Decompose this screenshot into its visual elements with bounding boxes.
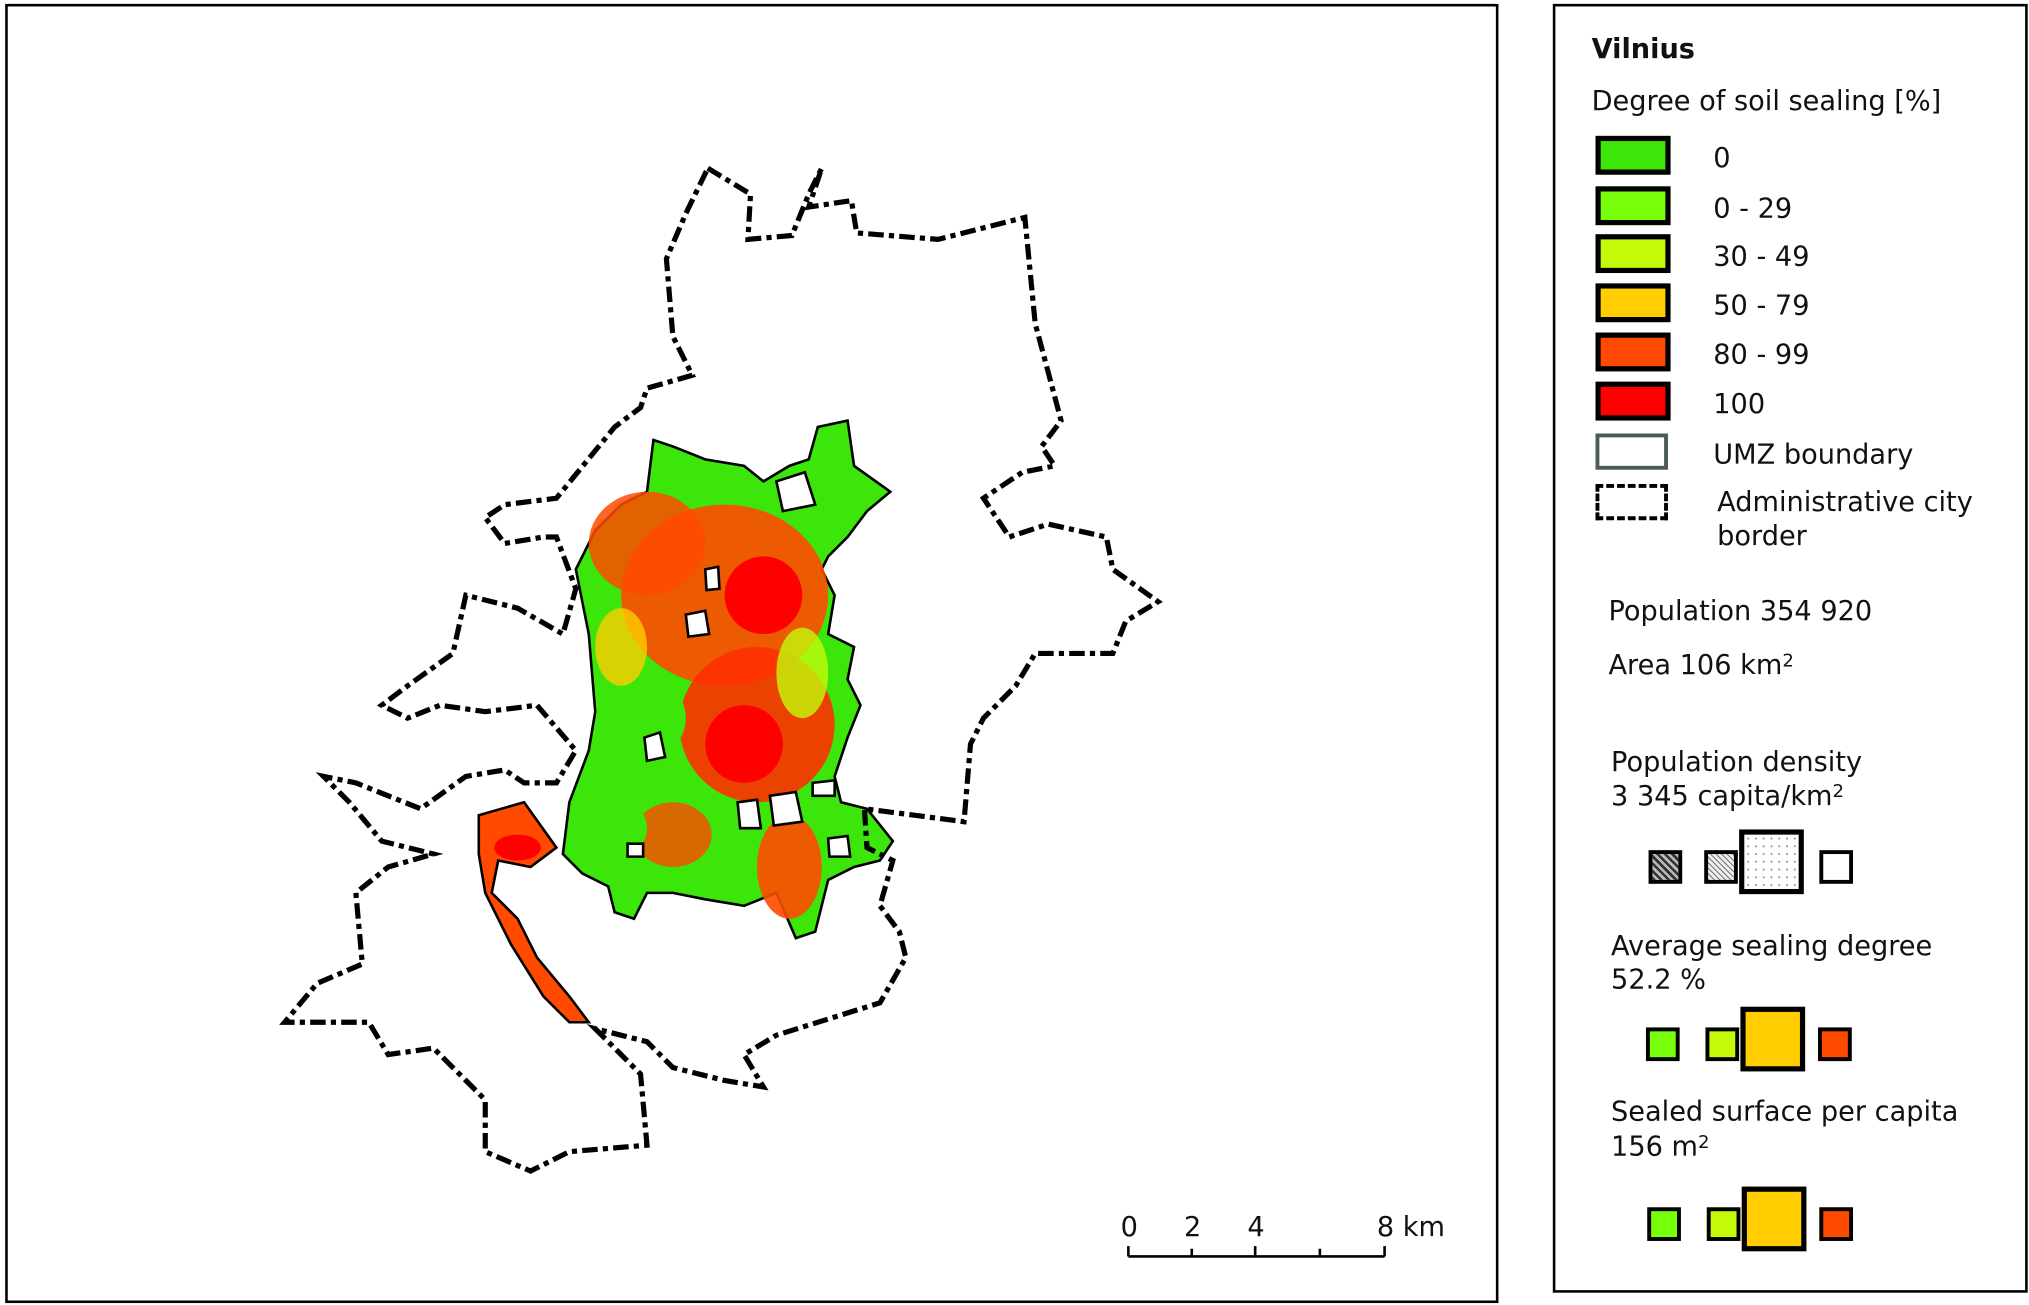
sealing-indicator-4 — [1818, 1027, 1852, 1062]
per-capita-label: Sealed surface per capita — [1611, 1096, 1959, 1128]
map-frame: 0 2 4 8 km — [5, 3, 1499, 1304]
per-capita-number: 156 m — [1611, 1130, 1699, 1163]
per-capita-indicator-1 — [1647, 1207, 1681, 1241]
scale-label-0: 0 — [1120, 1211, 1138, 1243]
sealing-indicator-1 — [1645, 1027, 1680, 1062]
legend-swatch-100 — [1595, 381, 1671, 421]
scale-label-8km: 8 km — [1376, 1211, 1445, 1243]
density-label: Population density — [1611, 746, 1863, 778]
legend-swatch-0 — [1595, 135, 1671, 175]
legend-swatch-80-99 — [1595, 332, 1671, 372]
sealing-label: Average sealing degree — [1611, 930, 1933, 962]
sealing-value: 52.2 % — [1611, 964, 1706, 996]
legend-label-admin-1: Administrative city — [1717, 486, 1973, 518]
umz-holes — [626, 470, 852, 858]
per-capita-value: 156 m2 — [1611, 1130, 1710, 1164]
map-canvas — [279, 164, 1386, 1258]
density-indicator-3-selected — [1739, 829, 1804, 895]
area-text: Area 106 km2 — [1608, 648, 1793, 682]
density-sup: 2 — [1832, 781, 1845, 803]
per-capita-indicator-3-selected — [1741, 1186, 1807, 1252]
legend-label-30-49: 30 - 49 — [1713, 240, 1810, 272]
legend-label-umz: UMZ boundary — [1713, 438, 1914, 470]
legend-label-100: 100 — [1713, 388, 1766, 420]
area-sup: 2 — [1782, 650, 1794, 672]
legend-label-admin-2: border — [1717, 520, 1807, 552]
per-capita-sup: 2 — [1698, 1132, 1710, 1153]
area-value: Area 106 km — [1608, 649, 1783, 681]
legend-heading: Degree of soil sealing [%] — [1591, 85, 1942, 117]
scale-label-4: 4 — [1247, 1211, 1265, 1243]
legend-panel: Vilnius Degree of soil sealing [%] 0 0 -… — [1552, 3, 2028, 1293]
legend-swatch-0-29 — [1595, 186, 1671, 226]
legend-label-80-99: 80 - 99 — [1713, 339, 1810, 371]
sealing-patches — [494, 491, 835, 919]
urban-morphological-zone — [477, 418, 895, 1024]
legend-label-50-79: 50 - 79 — [1713, 289, 1810, 321]
per-capita-indicator-2 — [1706, 1207, 1741, 1241]
density-number: 3 345 capita/km — [1611, 780, 1833, 812]
scale-bar — [1127, 1246, 1386, 1258]
density-indicator-2 — [1704, 850, 1738, 884]
legend-title: Vilnius — [1591, 33, 1695, 65]
legend-label-0-29: 0 - 29 — [1713, 192, 1793, 224]
legend-swatch-30-49 — [1595, 234, 1671, 274]
scale-label-2: 2 — [1184, 1211, 1202, 1243]
legend-label-0: 0 — [1713, 142, 1731, 174]
legend-swatch-admin-border — [1595, 483, 1668, 521]
per-capita-indicator-4 — [1819, 1207, 1854, 1241]
legend-swatch-umz — [1595, 433, 1668, 470]
density-indicator-1 — [1648, 850, 1683, 884]
sealing-indicator-2 — [1705, 1027, 1740, 1062]
legend-swatch-50-79 — [1595, 283, 1671, 323]
administrative-city-border — [279, 164, 1163, 1174]
density-value: 3 345 capita/km2 — [1611, 779, 1844, 813]
sealing-indicator-3-selected — [1740, 1006, 1806, 1072]
density-indicator-4 — [1819, 850, 1854, 884]
population-text: Population 354 920 — [1608, 595, 1873, 627]
